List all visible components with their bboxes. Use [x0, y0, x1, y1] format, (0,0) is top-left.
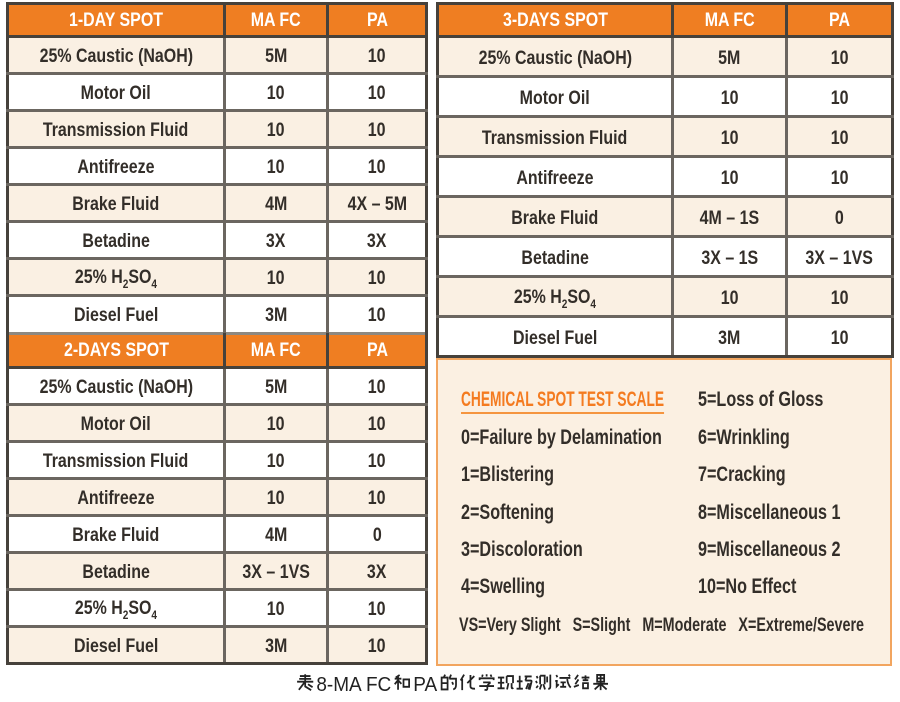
svg-text:PA: PA: [413, 674, 437, 697]
svg-text:8-MA FC: 8-MA FC: [316, 674, 391, 697]
